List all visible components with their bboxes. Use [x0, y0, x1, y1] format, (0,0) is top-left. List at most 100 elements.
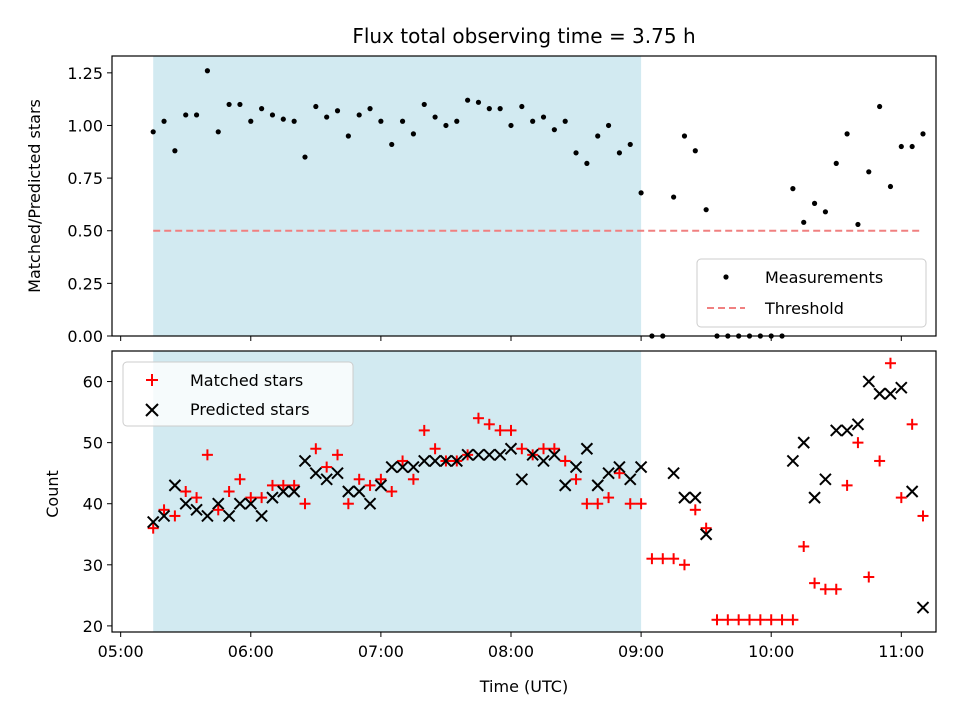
- predicted-star-point: [569, 460, 583, 474]
- predicted-star-point: [233, 497, 247, 510]
- predicted-star-point: [840, 424, 854, 437]
- top-y-axis-label: Matched/Predicted stars: [25, 99, 44, 293]
- predicted-star-point: [385, 460, 398, 474]
- predicted-mark-b: [352, 485, 366, 498]
- measurement-point: [551, 127, 557, 133]
- y-tick-label: 1.00: [67, 116, 103, 135]
- matched-star-point: [776, 614, 788, 626]
- predicted-star-point: [602, 466, 615, 480]
- matched-star-point: [256, 492, 268, 504]
- x-tick-label: 07:00: [358, 642, 404, 661]
- predicted-mark-b: [157, 509, 171, 523]
- predicted-star-point: [450, 454, 463, 468]
- measurement-point: [627, 141, 633, 148]
- predicted-star-point: [493, 448, 507, 462]
- predicted-mark-b: [331, 466, 344, 480]
- measurement-point: [237, 101, 243, 108]
- measurement-point: [703, 207, 709, 213]
- predicted-star-point: [352, 485, 366, 498]
- matched-star-point: [635, 498, 647, 510]
- y-tick-label: 0.75: [67, 169, 103, 188]
- top-axes-frame: [111, 55, 937, 337]
- chart-title: Flux total observing time = 3.75 h: [352, 24, 695, 48]
- measurement-point: [595, 133, 601, 139]
- matched-star-point: [147, 522, 159, 534]
- bottom-panel: 20 30 40 50 60 05:00 06:00 07:00 08:00 09:00 10:0…: [43, 350, 937, 696]
- measurement-point: [150, 129, 156, 135]
- measurement-point: [540, 114, 547, 120]
- matched-star-point: [754, 614, 766, 626]
- measurement-point: [692, 148, 698, 154]
- predicted-mark-b: [179, 497, 192, 510]
- measurement-point: [616, 150, 623, 156]
- matched-star-point: [332, 449, 344, 461]
- matched-star-point: [624, 498, 636, 510]
- measurement-points: [150, 68, 926, 339]
- predicted-mark-b: [461, 448, 474, 462]
- bottom-legend-box: [122, 361, 354, 427]
- predicted-star-point: [699, 528, 713, 541]
- matched-star-point: [819, 583, 831, 595]
- predicted-star-point: [331, 466, 344, 480]
- predicted-mark-b: [493, 448, 507, 462]
- predicted-star-point: [873, 387, 886, 400]
- predicted-star-point: [374, 479, 388, 492]
- matched-star-point: [505, 424, 517, 436]
- top-panel: 0.00 0.25 0.50 0.75 1.00 1.25 Flux total obse…: [25, 24, 937, 346]
- measurement-point: [920, 131, 926, 137]
- measurement-point: [291, 118, 297, 124]
- predicted-star-point: [786, 454, 800, 468]
- predicted-star-point: [526, 448, 539, 462]
- predicted-mark-b: [515, 473, 529, 486]
- matched-star-point: [407, 473, 419, 485]
- predicted-mark-b: [613, 460, 626, 474]
- x-tick-label: 05:00: [98, 642, 144, 661]
- matched-star-point: [733, 614, 745, 626]
- matched-star-point: [884, 357, 896, 369]
- measurement-point: [313, 103, 319, 110]
- matched-star-point: [657, 553, 669, 565]
- predicted-star-point: [157, 509, 171, 523]
- y-tick-label: 60: [83, 373, 103, 392]
- matched-star-point: [375, 473, 387, 485]
- predicted-mark-b: [504, 442, 518, 455]
- matched-star-point: [201, 449, 213, 461]
- predicted-star-point: [797, 436, 810, 449]
- matched-star-point: [917, 510, 929, 522]
- measurement-point: [801, 219, 807, 225]
- predicted-star-point: [580, 442, 594, 455]
- predicted-star-point: [504, 442, 518, 455]
- y-tick-label: 40: [83, 495, 103, 514]
- matched-star-point: [603, 492, 615, 504]
- measurement-point: [356, 112, 362, 118]
- predicted-star-point: [266, 491, 279, 504]
- matched-star-point: [711, 614, 723, 626]
- matched-star-point: [906, 418, 918, 430]
- predicted-star-point: [591, 479, 604, 492]
- predicted-star-point: [439, 454, 453, 468]
- matched-star-point: [678, 559, 690, 571]
- x-tick-label: 09:00: [618, 642, 664, 661]
- measurement-point: [389, 141, 395, 148]
- matched-star-point: [429, 443, 441, 455]
- measurement-point: [248, 118, 254, 124]
- x-tick-label: 11:00: [878, 642, 924, 661]
- observing-span-top: [153, 56, 642, 336]
- top-legend: Measurements Threshold: [696, 258, 927, 328]
- matched-star-point: [895, 492, 907, 504]
- predicted-mark-b: [786, 454, 800, 468]
- predicted-mark-b: [602, 466, 615, 480]
- predicted-star-point: [613, 460, 626, 474]
- measurement-point: [215, 129, 221, 135]
- predicted-mark-b: [678, 491, 691, 504]
- matched-star-point: [765, 614, 777, 626]
- predicted-star-point: [634, 460, 648, 474]
- x-axis-label: Time (UTC): [479, 677, 568, 696]
- top-x-ticks: [120, 336, 902, 341]
- matched-star-point: [277, 479, 289, 491]
- bottom-axes-frame: [111, 350, 937, 633]
- predicted-mark-b: [233, 497, 247, 510]
- predicted-star-point: [244, 497, 257, 510]
- predicted-star-point: [428, 454, 442, 468]
- bottom-y-ticks: 20 30 40 50 60: [83, 373, 112, 636]
